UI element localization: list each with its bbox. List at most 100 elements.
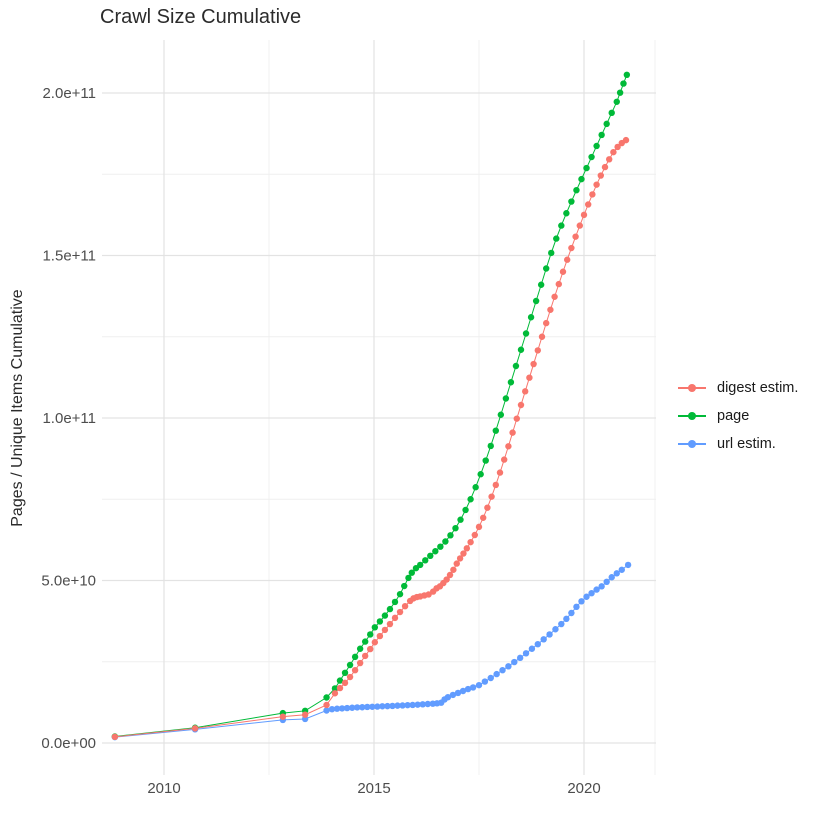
legend-item-digest-estim: digest estim. <box>678 378 798 397</box>
data-point <box>444 693 452 701</box>
data-point <box>469 684 477 691</box>
legend-label: page <box>717 407 750 424</box>
y-tick-label: 5.0e+10 <box>41 573 96 590</box>
data-point <box>381 612 389 619</box>
data-point <box>588 153 595 161</box>
data-point <box>608 109 615 117</box>
data-point <box>603 578 610 585</box>
data-point <box>336 684 344 692</box>
data-point <box>462 506 469 514</box>
data-point <box>522 388 529 395</box>
series-url-estim <box>111 561 632 741</box>
data-point <box>593 181 600 188</box>
y-tick-label: 1.5e+11 <box>42 248 96 265</box>
data-point <box>419 701 426 708</box>
data-point <box>457 516 464 523</box>
data-point <box>593 586 600 593</box>
data-point <box>593 142 600 150</box>
legend-label: digest estim. <box>717 379 799 396</box>
data-point <box>396 590 404 598</box>
data-point <box>475 523 483 531</box>
data-point <box>336 677 344 684</box>
data-point <box>505 443 512 450</box>
data-point <box>558 620 565 628</box>
data-point <box>376 618 384 625</box>
data-point <box>449 691 457 699</box>
data-point <box>555 280 562 288</box>
data-point <box>507 379 515 386</box>
data-point <box>341 669 349 676</box>
data-point <box>488 493 495 500</box>
data-point <box>356 659 364 667</box>
data-point <box>573 186 580 194</box>
data-point <box>389 702 396 710</box>
data-point <box>509 429 516 436</box>
data-point <box>361 638 369 645</box>
data-point <box>534 347 541 354</box>
data-point <box>401 582 408 590</box>
data-point <box>351 653 359 661</box>
data-point <box>361 652 369 660</box>
data-point <box>437 543 444 550</box>
data-point <box>576 222 583 229</box>
x-tick-label: 2015 <box>357 780 390 797</box>
data-point <box>467 496 474 503</box>
data-point <box>568 198 575 205</box>
data-point <box>616 89 624 96</box>
data-point <box>374 703 381 710</box>
data-point <box>364 703 371 711</box>
data-point <box>532 297 540 305</box>
legend-key-icon <box>678 378 706 397</box>
data-point <box>356 645 364 652</box>
data-point <box>598 131 605 139</box>
data-point <box>348 704 356 711</box>
data-point <box>338 705 346 712</box>
legend-key-dot <box>688 411 696 420</box>
data-point <box>432 548 439 555</box>
data-point <box>471 531 478 539</box>
data-point <box>564 256 571 263</box>
data-point <box>351 667 359 674</box>
data-point <box>408 569 415 576</box>
data-point <box>513 415 520 422</box>
data-point <box>589 191 596 198</box>
data-point <box>191 725 199 732</box>
data-point <box>475 681 483 689</box>
data-point <box>622 136 630 144</box>
data-point <box>301 711 309 718</box>
data-point <box>371 624 379 631</box>
data-point <box>511 658 518 666</box>
y-tick-label: 0.0e+00 <box>41 735 96 752</box>
data-point <box>467 538 474 546</box>
data-point <box>538 333 546 340</box>
data-point <box>618 566 625 573</box>
data-point <box>534 641 541 648</box>
data-point <box>464 685 472 693</box>
data-point <box>548 249 555 257</box>
data-point <box>543 319 550 327</box>
y-tick-label: 2.0e+11 <box>42 85 96 102</box>
legend-label: url estim. <box>717 435 776 452</box>
data-point <box>516 654 524 662</box>
data-point <box>369 703 376 710</box>
legend-key-dot <box>688 383 696 392</box>
data-point <box>405 574 412 582</box>
data-point <box>553 235 560 242</box>
data-point <box>572 233 579 240</box>
legend-key-dot <box>688 439 696 448</box>
data-point <box>422 557 429 564</box>
data-point <box>601 163 609 171</box>
y-axis-title: Pages / Unique Items Cumulative <box>9 289 26 527</box>
data-point <box>624 561 632 569</box>
x-tick-label: 2020 <box>567 780 600 797</box>
data-point <box>359 704 366 711</box>
data-point <box>580 211 588 219</box>
data-point <box>381 626 389 634</box>
data-point <box>453 560 460 567</box>
data-point <box>487 442 494 450</box>
data-point <box>598 583 605 590</box>
data-point <box>386 605 394 613</box>
data-point <box>597 172 604 179</box>
data-point <box>583 593 590 600</box>
